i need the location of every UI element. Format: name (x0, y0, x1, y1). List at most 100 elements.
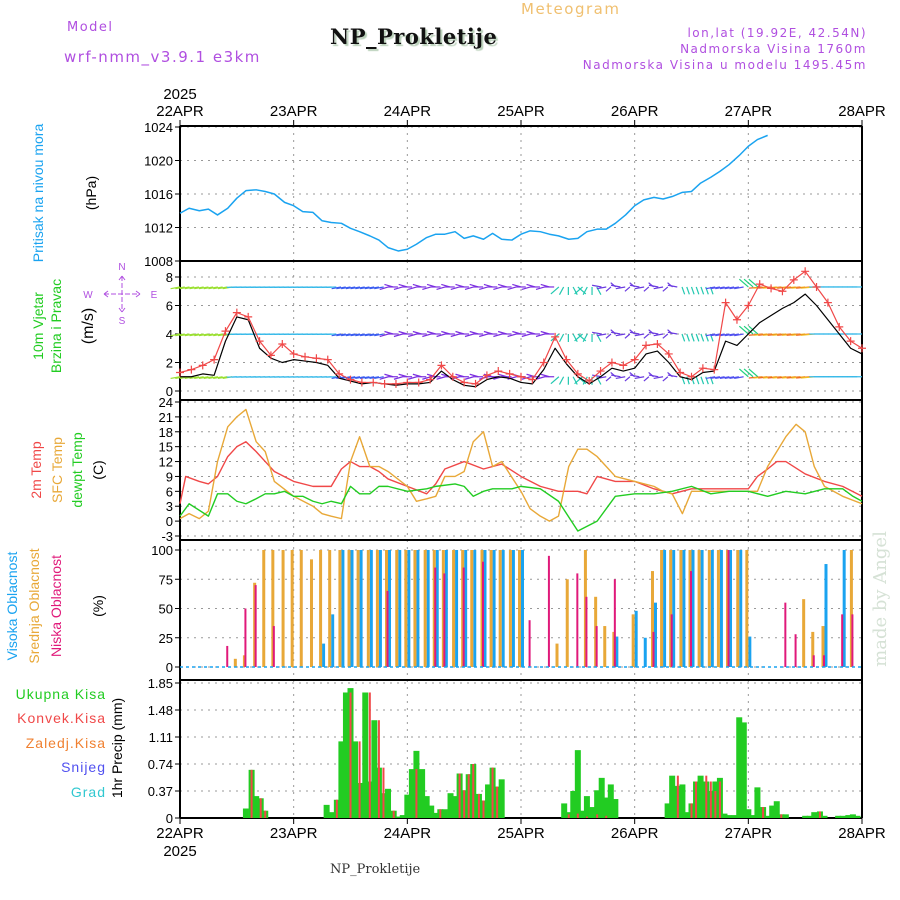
gust-marker (835, 322, 844, 331)
precip-bar (845, 815, 852, 818)
cloud-bar (663, 550, 667, 667)
wind-barb (345, 286, 356, 290)
wind-barb (596, 333, 607, 337)
wind-barb (610, 374, 621, 378)
wind-barb (667, 374, 678, 378)
precip-legend-item: Zaledj.Kisa (26, 735, 106, 751)
wind-barb (734, 286, 744, 290)
precip-bar (477, 793, 480, 818)
ytick-label: 0 (166, 384, 173, 399)
precip-bar (736, 717, 743, 818)
precip-bar (594, 790, 601, 818)
cloud-bar (585, 596, 588, 667)
gust-marker (676, 368, 685, 377)
wind-barb (436, 286, 446, 291)
cloud-bar (331, 614, 335, 667)
wind-barb (350, 333, 361, 337)
precip-bar (253, 796, 260, 818)
xtick-label-bottom: 23APR (270, 825, 318, 842)
wind-barb (393, 333, 403, 338)
wind-barb (667, 331, 678, 335)
wind-barb (596, 286, 607, 290)
precip-bar (358, 741, 361, 818)
wind-barb (690, 333, 695, 342)
cloud-title-low: Niska Oblacnost (48, 555, 64, 657)
wind-barb (705, 376, 716, 380)
ytick-label: 75 (159, 572, 173, 587)
temp-title-sfc: SFC Temp (49, 437, 65, 503)
cloud-bar (508, 550, 512, 667)
precip-bar (676, 775, 679, 818)
wind-barb (634, 286, 645, 290)
wind-barb (350, 286, 361, 290)
wind-barb (592, 284, 602, 288)
gust-marker (278, 339, 287, 348)
cloud-bar (595, 626, 598, 667)
wind-barb (208, 376, 218, 380)
wind-barb (208, 333, 218, 337)
wind-barb (605, 376, 612, 382)
wind-barb (507, 286, 517, 291)
cloud-bar (672, 550, 676, 667)
wind-barb (175, 286, 185, 290)
precip-legend-item: Konvek.Kisa (17, 710, 106, 726)
wind-barb (610, 284, 621, 288)
precip-bar (371, 720, 378, 818)
temp-unit: (C) (90, 460, 106, 479)
ytick-label: 12 (159, 455, 173, 470)
wind-barb (203, 333, 214, 337)
wind-barb (715, 376, 725, 380)
precip-bar (423, 796, 430, 818)
wind-barb (194, 333, 204, 337)
wind-barb (464, 286, 474, 291)
wind-barb (724, 333, 735, 337)
cloud-bar (375, 550, 379, 667)
precip-bar (323, 804, 330, 818)
temp-title-dewpt: dewpt Temp (69, 432, 85, 507)
precip-bar (498, 779, 505, 818)
wind-barb (582, 286, 588, 295)
wind-barb (624, 333, 631, 339)
cloud-bar (643, 637, 647, 667)
wind-barb (681, 286, 686, 295)
precip-bar (467, 774, 470, 818)
wind-barb (175, 333, 185, 337)
ytick-label: 9 (166, 469, 173, 484)
gust-marker (244, 312, 253, 321)
gust-marker (812, 282, 821, 291)
compass-e: E (151, 290, 158, 301)
wind-barb (198, 286, 209, 290)
gust-marker (255, 337, 264, 346)
cloud-bar (824, 564, 828, 667)
gust-marker (346, 375, 355, 384)
wind-barb (686, 376, 690, 385)
wind-barb (189, 376, 200, 380)
precip-bar (821, 815, 828, 818)
cloud-bar (341, 550, 345, 667)
gust-marker (335, 369, 344, 378)
wind-barb (695, 376, 700, 385)
wind-barb (738, 368, 749, 378)
wind-barb (170, 286, 181, 290)
gust-marker (357, 378, 366, 387)
wind-barb (738, 325, 749, 335)
gust-marker (528, 375, 537, 384)
precip-bar (408, 769, 415, 818)
wind-barb (605, 333, 612, 339)
cloud-bar (489, 550, 493, 667)
compass-arrows (103, 275, 141, 313)
ytick-label: 8 (166, 270, 173, 285)
precip-bar (485, 784, 492, 818)
wind-barb (681, 333, 686, 342)
gust-marker (858, 344, 866, 353)
cloud-unit: (%) (90, 595, 106, 617)
wind-barb (213, 376, 223, 380)
wind-barb (336, 333, 346, 337)
wind-barb (743, 325, 754, 335)
cloud-bar (802, 599, 806, 667)
wind-barb (217, 286, 228, 290)
cloud-bar (328, 550, 332, 667)
cloud-bar (378, 550, 382, 667)
precip-bar (395, 816, 402, 818)
cloud-bar (244, 608, 247, 667)
